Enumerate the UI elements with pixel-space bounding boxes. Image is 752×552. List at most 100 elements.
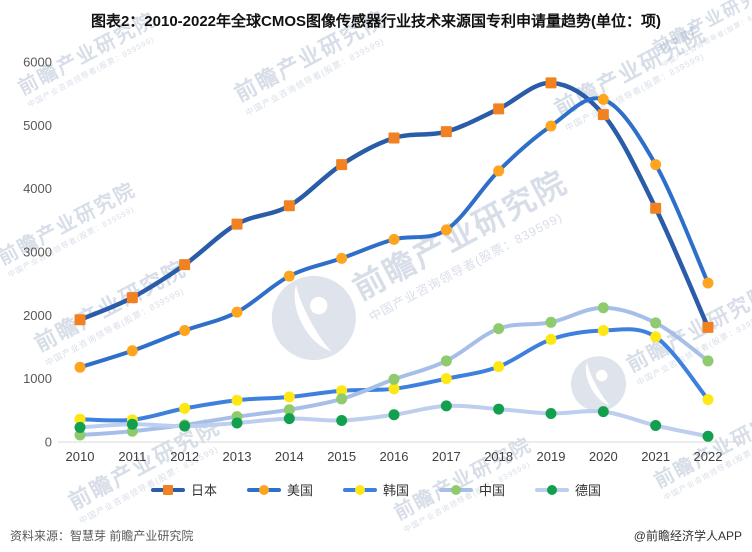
series-marker-japan (74, 314, 86, 326)
series-marker-germany (74, 421, 86, 433)
legend-swatch-germany (535, 484, 570, 496)
footer: 资料来源：智慧芽 前瞻产业研究院 @前瞻经济学人APP (0, 527, 752, 544)
series-marker-usa (493, 165, 505, 177)
legend-label-korea: 韩国 (382, 483, 409, 498)
legend-swatch-china (439, 484, 473, 496)
series-marker-china (283, 404, 295, 416)
series-marker-korea (336, 385, 348, 397)
series-marker-usa (702, 277, 714, 289)
x-axis-label: 2016 (380, 449, 409, 464)
series-marker-korea (440, 373, 452, 385)
y-axis-label: 4000 (23, 181, 52, 196)
series-marker-germany (440, 400, 452, 412)
series-marker-japan (179, 259, 191, 271)
series-marker-japan (336, 159, 348, 171)
series-marker-usa (74, 361, 86, 373)
source-text: 资料来源：智慧芽 前瞻产业研究院 (10, 529, 194, 543)
series-marker-korea (493, 361, 505, 373)
y-axis-label: 0 (45, 435, 52, 450)
series-marker-germany (336, 414, 348, 426)
legend-item-usa: 美国 (246, 480, 313, 499)
series-marker-korea (650, 331, 662, 343)
legend-swatch-korea (342, 484, 377, 496)
series-marker-usa (597, 93, 609, 105)
y-axis-label: 3000 (23, 245, 52, 260)
legend-item-china: 中国 (439, 480, 505, 499)
series-marker-china (336, 393, 348, 405)
series-marker-korea (597, 325, 609, 337)
y-axis-label: 1000 (23, 371, 52, 386)
series-marker-usa (126, 345, 138, 357)
series-marker-korea (545, 333, 557, 345)
legend-marker-china-icon (451, 484, 461, 495)
y-axis-label: 2000 (23, 308, 52, 323)
series-marker-japan (650, 202, 662, 214)
series-marker-usa (650, 159, 662, 171)
legend-label-usa: 美国 (286, 483, 313, 498)
series-marker-usa (336, 252, 348, 264)
y-axis-label: 6000 (23, 55, 52, 70)
x-axis-label: 2011 (118, 449, 146, 464)
legend-item-germany: 德国 (535, 480, 601, 499)
chart-legend: 日本 美国 韩国 中国 德国 (0, 480, 752, 499)
chart-title: 图表2：2010-2022年全球CMOS图像传感器行业技术来源国专利申请量趋势(… (90, 13, 662, 30)
x-axis-label: 2019 (537, 449, 566, 464)
series-marker-japan (597, 109, 609, 121)
series-marker-korea (74, 413, 86, 425)
legend-label-japan: 日本 (190, 483, 217, 498)
series-marker-germany (231, 417, 243, 429)
x-axis-label: 2018 (484, 449, 513, 464)
x-axis-label: 2022 (694, 449, 723, 464)
series-marker-china (74, 429, 86, 441)
x-axis-label: 2010 (66, 449, 95, 464)
series-marker-korea (179, 402, 191, 414)
legend-item-korea: 韩国 (342, 480, 409, 499)
series-marker-germany (283, 413, 295, 425)
series-marker-usa (179, 325, 191, 337)
x-axis-label: 2014 (275, 449, 304, 464)
legend-marker-germany-icon (547, 484, 558, 495)
series-marker-china (650, 317, 662, 329)
series-marker-germany (597, 406, 609, 418)
series-marker-china (388, 373, 400, 385)
series-marker-japan (126, 292, 138, 304)
legend-marker-japan-icon (162, 484, 173, 495)
legend-swatch-japan (150, 484, 185, 496)
series-marker-japan (545, 77, 557, 89)
legend-label-germany: 德国 (575, 483, 602, 498)
legend-label-china: 中国 (479, 483, 506, 498)
series-marker-japan (283, 200, 295, 212)
series-marker-germany (126, 418, 138, 430)
series-marker-usa (440, 224, 452, 236)
series-marker-korea (388, 383, 400, 395)
series-marker-china (440, 355, 452, 367)
chart-svg: 0 1000 2000 3000 4000 5000 6000 2010 2011 2012 201… (23, 55, 744, 464)
series-marker-germany (545, 408, 557, 419)
credit-text: @前瞻经济学人APP (633, 529, 742, 543)
series-marker-japan (388, 132, 400, 144)
series-marker-germany (493, 403, 505, 415)
series-marker-china (493, 323, 505, 335)
series-marker-japan (231, 218, 243, 230)
series-marker-china (702, 355, 714, 367)
series-marker-korea (231, 394, 243, 406)
series-marker-japan (493, 103, 505, 115)
x-axis-label: 2013 (223, 449, 252, 464)
series-marker-usa (231, 306, 243, 318)
y-axis-label: 5000 (23, 118, 52, 133)
series-marker-usa (388, 233, 400, 245)
series-marker-china (597, 302, 609, 314)
series-marker-china (545, 316, 557, 328)
series-marker-usa (545, 120, 557, 132)
series-marker-germany (702, 430, 714, 442)
series-marker-korea (283, 391, 295, 403)
series-line-japan (77, 80, 711, 330)
series-marker-usa (283, 270, 295, 282)
series-marker-japan (702, 321, 714, 333)
legend-marker-korea-icon (354, 484, 365, 495)
legend-swatch-usa (246, 484, 281, 496)
series-marker-germany (650, 420, 662, 432)
x-axis-label: 2017 (432, 449, 461, 464)
x-axis-label: 2015 (327, 449, 356, 464)
